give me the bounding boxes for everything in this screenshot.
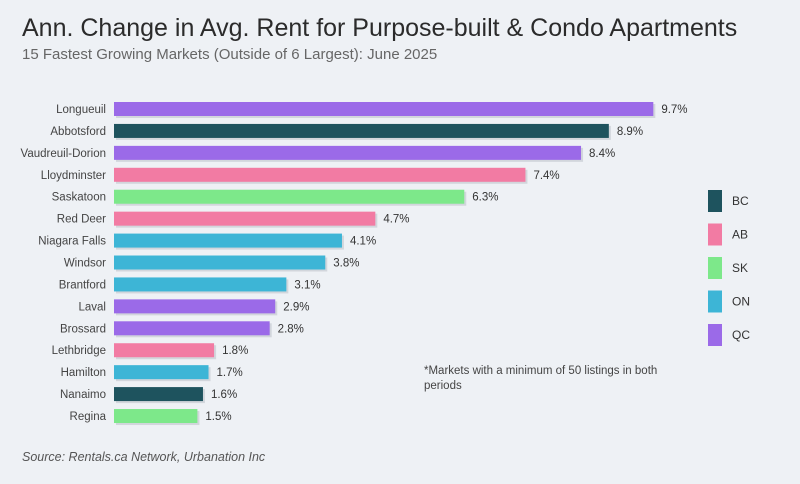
legend-swatch — [708, 223, 722, 246]
legend-label: SK — [732, 261, 748, 275]
category-label: Niagara Falls — [38, 236, 106, 248]
category-label: Longueuil — [56, 104, 106, 116]
legend-label: BC — [732, 194, 749, 208]
category-label: Regina — [70, 411, 107, 423]
bar — [114, 145, 582, 160]
value-label: 3.1% — [294, 279, 320, 291]
chart-subtitle: 15 Fastest Growing Markets (Outside of 6… — [22, 46, 438, 63]
category-label: Brantford — [59, 279, 106, 291]
legend-label: QC — [732, 328, 750, 342]
bar — [114, 277, 287, 292]
category-label: Red Deer — [57, 214, 106, 226]
bar — [114, 255, 326, 270]
value-label: 1.5% — [205, 411, 231, 423]
bar — [114, 167, 526, 182]
bar — [114, 299, 276, 314]
bar — [114, 233, 342, 248]
category-label: Windsor — [64, 258, 106, 270]
value-label: 8.4% — [589, 148, 615, 160]
value-label: 2.9% — [283, 301, 309, 313]
legend-label: ON — [732, 295, 750, 309]
bar — [114, 189, 465, 204]
category-label: Hamilton — [61, 367, 106, 379]
value-label: 4.1% — [350, 236, 376, 248]
category-label: Abbotsford — [50, 126, 106, 138]
bar — [114, 343, 215, 358]
legend-label: AB — [732, 228, 748, 242]
footnote: *Markets with a minimum of 50 listings i… — [424, 365, 658, 392]
category-label: Lloydminster — [41, 170, 106, 182]
legend-swatch — [708, 190, 722, 212]
source-note: Source: Rentals.ca Network, Urbanation I… — [22, 450, 266, 464]
bar — [114, 321, 270, 336]
legend-swatch — [708, 290, 722, 313]
chart-title: Ann. Change in Avg. Rent for Purpose-bui… — [22, 14, 738, 42]
category-label: Laval — [79, 301, 107, 313]
bar — [114, 387, 203, 402]
legend-swatch — [708, 257, 722, 279]
bar — [114, 123, 609, 138]
legend-swatch — [708, 324, 722, 346]
value-label: 7.4% — [533, 170, 559, 182]
category-label: Lethbridge — [52, 345, 106, 357]
bar — [114, 409, 198, 424]
value-label: 6.3% — [472, 192, 498, 204]
value-label: 1.6% — [211, 389, 237, 401]
category-label: Saskatoon — [52, 192, 106, 204]
category-label: Brossard — [60, 323, 106, 335]
value-label: 2.8% — [278, 323, 304, 335]
value-label: 8.9% — [617, 126, 643, 138]
bar — [114, 365, 209, 380]
value-label: 3.8% — [333, 258, 359, 270]
bar — [114, 102, 654, 116]
category-label: Nanaimo — [60, 389, 106, 401]
category-label: Vaudreuil-Dorion — [21, 148, 106, 160]
value-label: 1.8% — [222, 345, 248, 357]
bar — [114, 211, 376, 226]
value-label: 4.7% — [383, 214, 409, 226]
value-label: 9.7% — [661, 104, 687, 116]
value-label: 1.7% — [217, 367, 243, 379]
